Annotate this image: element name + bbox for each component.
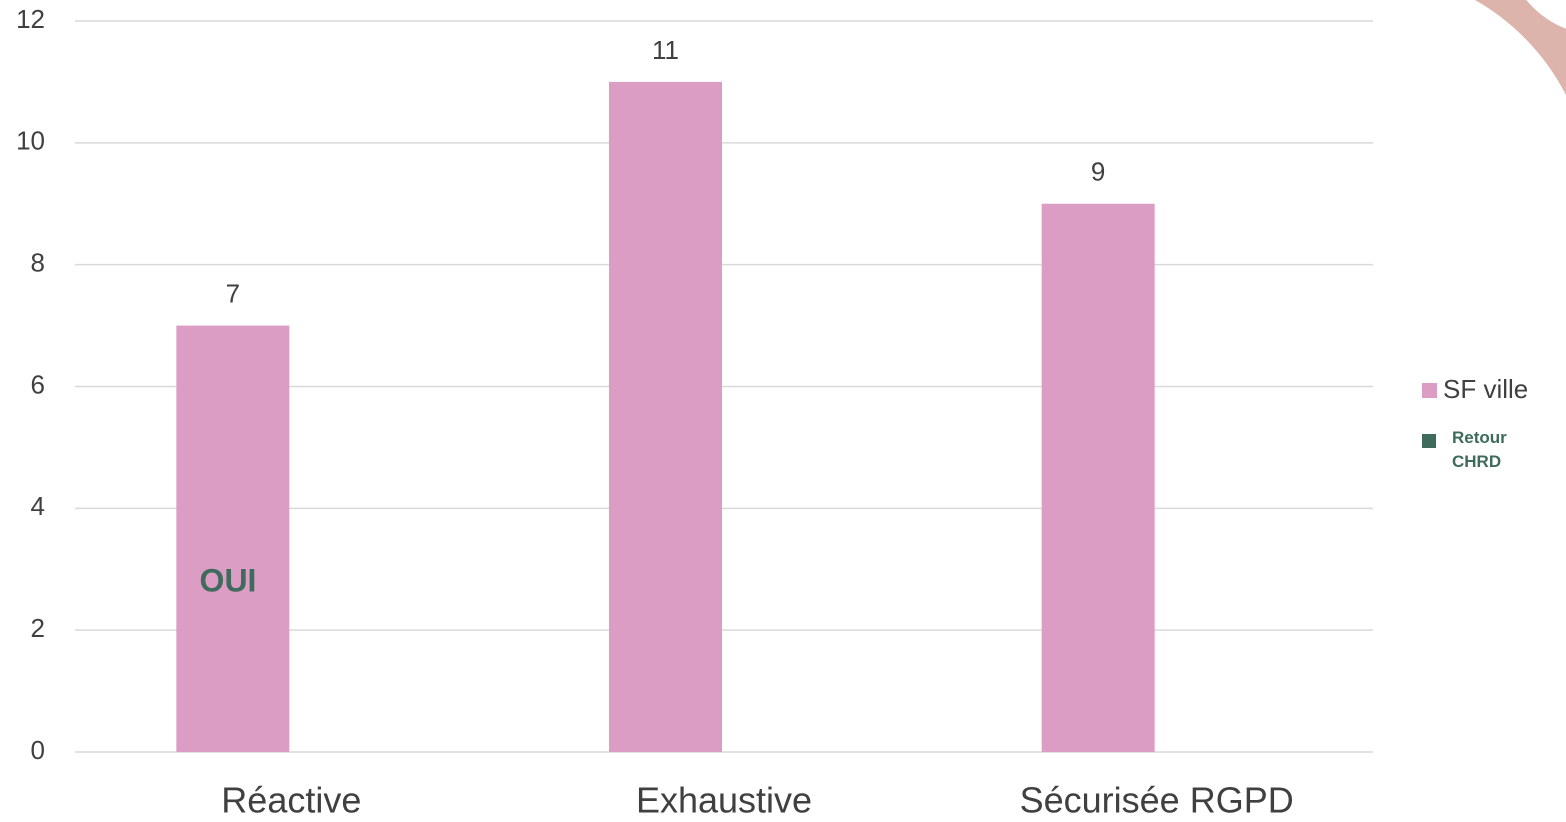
bar <box>1041 203 1155 752</box>
y-tick-label: 10 <box>16 126 45 156</box>
decoration <box>1526 0 1566 29</box>
bar <box>609 81 722 752</box>
data-label: 9 <box>1091 157 1105 187</box>
legend-label: SF ville <box>1443 374 1528 404</box>
y-tick-label: 8 <box>31 248 45 278</box>
decoration <box>1475 0 1566 95</box>
legend-swatch <box>1422 434 1436 448</box>
y-tick-label: 6 <box>31 369 45 399</box>
annotation: OUI <box>200 562 257 598</box>
x-tick-label: Exhaustive <box>636 780 812 821</box>
legend-label: Retour CHRD <box>1452 428 1507 471</box>
y-tick-label: 0 <box>31 735 45 765</box>
data-label: 11 <box>652 35 679 65</box>
legend-swatch <box>1422 383 1437 398</box>
y-tick-label: 12 <box>16 4 45 34</box>
x-tick-label: Réactive <box>221 780 361 821</box>
x-tick-label: Sécurisée RGPD <box>1020 780 1294 821</box>
data-label: 7 <box>226 278 240 308</box>
y-tick-label: 2 <box>31 613 45 643</box>
y-tick-label: 4 <box>31 491 45 521</box>
bar <box>176 325 290 752</box>
